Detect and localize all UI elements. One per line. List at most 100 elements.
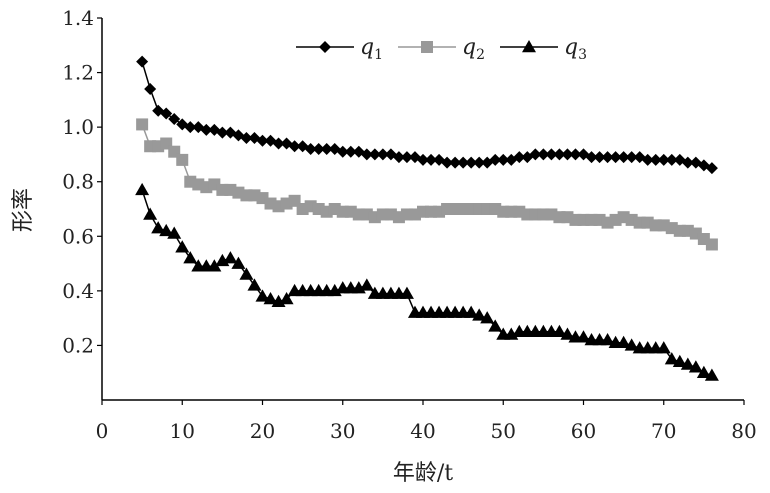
y-tick-label: 1.0 [62, 115, 94, 139]
data-point [135, 182, 150, 196]
data-point [545, 148, 558, 161]
y-tick-label: 0.6 [62, 224, 94, 248]
data-point [160, 107, 173, 120]
data-point [705, 162, 718, 175]
data-point [312, 142, 325, 155]
legend-marker [421, 41, 433, 53]
series-q2 [136, 118, 718, 251]
data-point [672, 354, 687, 368]
x-tick-label: 0 [96, 419, 109, 443]
legend-subscript: 3 [578, 47, 587, 63]
series-q1 [136, 55, 718, 175]
data-point [505, 153, 518, 166]
data-point [304, 142, 317, 155]
legend-item: q1 [296, 35, 383, 63]
data-point [464, 305, 479, 318]
data-point [576, 330, 591, 343]
data-point [649, 153, 662, 166]
x-tick-label: 40 [410, 419, 435, 443]
data-point [457, 156, 470, 169]
legend-label: q1 [360, 35, 383, 63]
data-point [552, 324, 567, 338]
data-point [231, 256, 246, 269]
data-point [176, 153, 189, 166]
x-tick-label: 80 [731, 419, 756, 443]
data-point [184, 121, 197, 134]
data-point [609, 151, 622, 164]
data-point [359, 278, 374, 291]
data-point [561, 148, 574, 161]
series-q3 [135, 182, 719, 381]
legend-label: q2 [462, 35, 485, 63]
data-point [255, 289, 270, 302]
data-point [625, 151, 638, 164]
legend-name: q [462, 35, 476, 60]
data-point [616, 335, 631, 348]
data-point [665, 153, 678, 166]
legend-name: q [360, 35, 374, 60]
data-point [400, 151, 413, 164]
data-point [263, 292, 278, 305]
data-point [593, 151, 606, 164]
data-point [585, 151, 598, 164]
data-point [465, 156, 478, 169]
legend-name: q [564, 35, 578, 60]
legend-marker [319, 41, 331, 53]
data-point [681, 156, 694, 169]
legend-item: q2 [398, 35, 485, 63]
data-point [136, 55, 149, 68]
series-layer [135, 55, 719, 381]
data-point [240, 132, 253, 145]
data-point [513, 151, 526, 164]
data-point [497, 153, 510, 166]
x-tick-label: 50 [491, 419, 516, 443]
data-point [696, 365, 711, 378]
data-point [617, 151, 630, 164]
legend-item: q3 [500, 35, 587, 63]
data-point [480, 311, 495, 324]
x-tick-label: 10 [170, 419, 195, 443]
data-point [641, 153, 654, 166]
data-point [336, 145, 349, 158]
x-tick-label: 60 [571, 419, 596, 443]
data-point [488, 319, 503, 332]
data-point [392, 151, 405, 164]
data-point [657, 153, 670, 166]
data-point [288, 140, 301, 153]
data-point [425, 153, 438, 166]
legend-marker [522, 40, 536, 53]
data-point [200, 123, 213, 136]
y-tick-label: 0.2 [62, 333, 94, 357]
data-point [529, 148, 542, 161]
x-tick-label: 70 [651, 419, 676, 443]
data-point [216, 126, 229, 139]
data-point [624, 338, 639, 351]
data-point [168, 112, 181, 125]
ticks: 0 10 20 30 40 50 60 70 80 0.2 0.4 0.6 0.8 1.0 1.2 1.4 [62, 6, 757, 443]
data-point [247, 278, 262, 291]
data-point [207, 259, 222, 272]
legend-subscript: 2 [476, 47, 485, 63]
data-point [399, 286, 414, 299]
x-tick-label: 20 [250, 419, 275, 443]
data-point [489, 153, 502, 166]
data-point [553, 148, 566, 161]
y-tick-label: 0.8 [62, 170, 94, 194]
data-point [151, 221, 166, 234]
data-point [376, 148, 389, 161]
data-point [223, 251, 238, 264]
data-point [239, 267, 254, 280]
data-point [176, 118, 189, 131]
data-point [360, 148, 373, 161]
data-point [656, 341, 671, 354]
legend-label: q3 [564, 35, 587, 63]
data-point [279, 292, 294, 305]
y-tick-label: 0.4 [62, 279, 94, 303]
data-point [705, 238, 718, 251]
legend: q1 q2 q3 [296, 35, 587, 63]
data-point [601, 151, 614, 164]
y-tick-label: 1.4 [62, 6, 94, 30]
data-point [256, 134, 269, 147]
data-point [417, 153, 429, 166]
